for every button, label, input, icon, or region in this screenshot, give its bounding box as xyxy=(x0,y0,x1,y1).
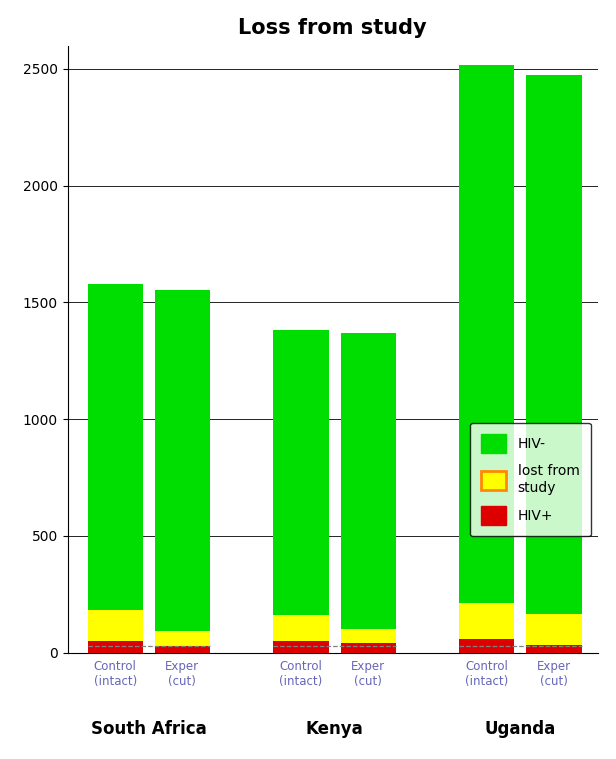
Text: South Africa: South Africa xyxy=(91,720,207,739)
Bar xyxy=(459,639,514,653)
Bar xyxy=(155,290,210,631)
Bar xyxy=(526,614,582,645)
Bar xyxy=(274,330,329,616)
Bar xyxy=(526,75,582,614)
Bar xyxy=(459,603,514,639)
Bar xyxy=(155,646,210,653)
Bar xyxy=(87,641,143,653)
Legend: HIV-, lost from
study, HIV+: HIV-, lost from study, HIV+ xyxy=(471,423,591,537)
Bar xyxy=(274,616,329,641)
Bar xyxy=(87,610,143,641)
Bar xyxy=(341,629,396,643)
Bar xyxy=(459,65,514,603)
Bar xyxy=(155,631,210,646)
Text: Uganda: Uganda xyxy=(485,720,556,739)
Text: Kenya: Kenya xyxy=(306,720,363,739)
Title: Loss from study: Loss from study xyxy=(238,18,427,39)
Bar xyxy=(341,332,396,629)
Bar xyxy=(526,645,582,653)
Bar xyxy=(87,284,143,610)
Bar xyxy=(274,641,329,653)
Bar xyxy=(341,643,396,653)
